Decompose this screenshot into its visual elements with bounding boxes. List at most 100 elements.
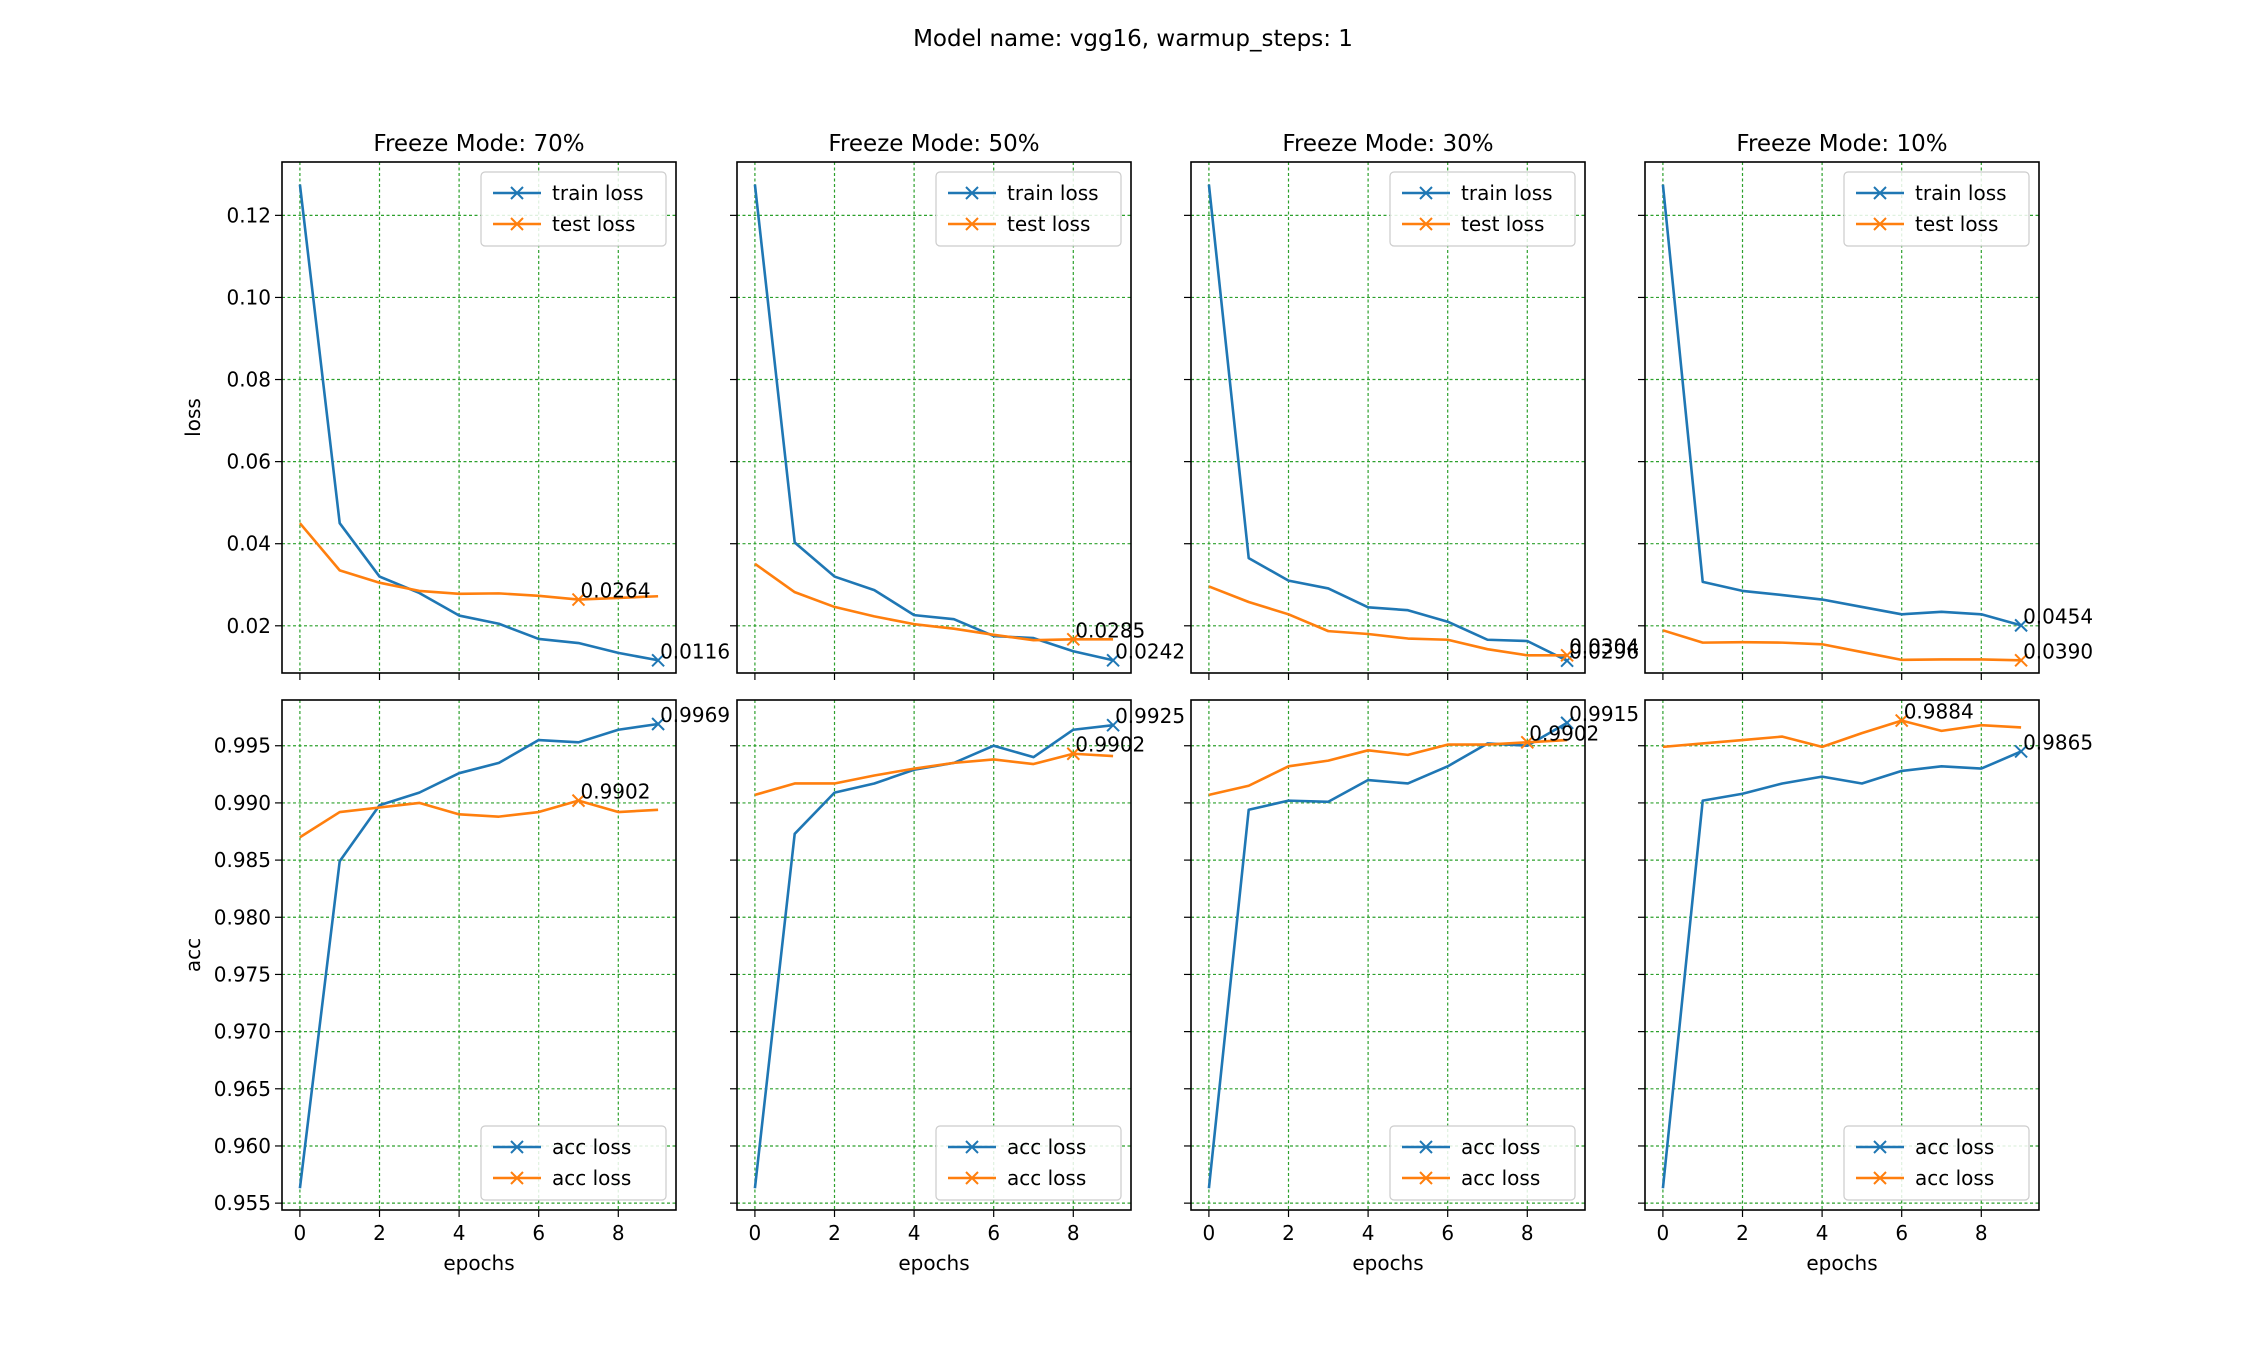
subplot-title: Freeze Mode: 50% xyxy=(828,131,1039,157)
data-annotation: 0.9884 xyxy=(1904,700,1974,724)
series-marker xyxy=(1560,648,1574,663)
legend: train loss test loss xyxy=(935,171,1122,247)
x-tick-label: 0 xyxy=(1203,1221,1216,1245)
series-marker xyxy=(2014,618,2028,633)
legend-box xyxy=(1843,1125,2030,1201)
series-marker xyxy=(1560,716,1574,730)
y-tick-label: 0.980 xyxy=(214,905,271,929)
legend-marker xyxy=(965,186,979,200)
data-annotation: 0.0390 xyxy=(2023,639,2093,663)
x-tick-label: 8 xyxy=(1067,1221,1080,1245)
legend-box xyxy=(480,171,667,247)
series-line-orange xyxy=(754,562,1114,642)
series-marker xyxy=(1560,653,1574,668)
data-annotation: 0.9902 xyxy=(1075,733,1145,757)
legend: acc loss acc loss xyxy=(935,1125,1122,1201)
data-annotation: 0.0116 xyxy=(660,639,730,663)
legend-label: acc loss xyxy=(1007,1135,1086,1159)
legend-label: test loss xyxy=(552,212,635,236)
data-annotation: 0.0454 xyxy=(2023,604,2093,628)
legend-box xyxy=(1389,1125,1576,1201)
x-axis-label: epochs xyxy=(1352,1251,1423,1275)
y-tick-label: 0.960 xyxy=(214,1134,271,1158)
legend-marker xyxy=(1873,1171,1887,1185)
legend: acc loss acc loss xyxy=(1843,1125,2030,1201)
legend: train loss test loss xyxy=(1843,171,2030,247)
legend: acc loss acc loss xyxy=(480,1125,667,1201)
data-annotation: 0.9915 xyxy=(1569,702,1639,726)
y-tick-label: 0.10 xyxy=(226,285,271,309)
legend-label: train loss xyxy=(1915,181,2007,205)
data-annotation: 0.0304 xyxy=(1569,634,1639,658)
legend-box xyxy=(935,1125,1122,1201)
axes-frame xyxy=(281,699,677,1211)
series-marker xyxy=(2014,744,2028,759)
series-marker xyxy=(651,653,665,667)
legend-box xyxy=(1389,171,1576,247)
subplot-acc-1: 0 2 4 6 8 0.955 0.960 0.965 0.970 0.975 0.980 0.985… xyxy=(181,699,730,1275)
y-tick-label: 0.990 xyxy=(214,791,271,815)
axes-frame xyxy=(281,161,677,674)
legend-marker xyxy=(965,1171,979,1185)
series-marker xyxy=(1520,735,1534,750)
legend-marker xyxy=(510,186,524,200)
x-tick-label: 6 xyxy=(1895,1221,1908,1245)
series-marker xyxy=(651,717,665,731)
x-tick-label: 2 xyxy=(828,1221,841,1245)
subplot-acc-2: 0 2 4 6 8 0.9925 0.9902 epochs acc loss acc loss xyxy=(730,699,1185,1275)
axes-frame xyxy=(1190,699,1586,1211)
y-tick-label: 0.02 xyxy=(226,614,271,638)
legend-marker xyxy=(965,1140,979,1154)
subplot-title: Freeze Mode: 70% xyxy=(373,131,584,157)
x-tick-label: 0 xyxy=(749,1221,762,1245)
x-tick-label: 4 xyxy=(453,1221,466,1245)
series-marker xyxy=(2014,653,2028,667)
series-line-blue xyxy=(1207,184,1568,662)
y-tick-label: 0.975 xyxy=(214,962,271,986)
subplot-title: Freeze Mode: 30% xyxy=(1282,131,1493,157)
axes-frame xyxy=(1644,699,2040,1211)
x-axis-label: epochs xyxy=(443,1251,514,1275)
legend-marker xyxy=(1419,1140,1433,1154)
x-tick-label: 6 xyxy=(1441,1221,1454,1245)
series-line-orange xyxy=(1662,719,2022,749)
axes-frame xyxy=(736,161,1132,674)
legend: train loss test loss xyxy=(480,171,667,247)
x-tick-label: 6 xyxy=(532,1221,545,1245)
figure-suptitle: Model name: vgg16, warmup_steps: 1 xyxy=(913,26,1353,52)
legend-marker xyxy=(1873,186,1887,200)
data-annotation: 0.9969 xyxy=(660,703,730,727)
y-tick-label: 0.995 xyxy=(214,734,271,758)
series-line-orange xyxy=(1208,585,1568,657)
legend-box xyxy=(480,1125,667,1201)
y-tick-label: 0.08 xyxy=(226,368,271,392)
legend-marker xyxy=(1419,217,1433,231)
x-tick-label: 4 xyxy=(1362,1221,1375,1245)
x-tick-label: 8 xyxy=(1521,1221,1534,1245)
legend-marker xyxy=(1873,217,1887,231)
subplot-loss-1: 0.02 0.04 0.06 0.08 0.10 0.12 0.0116 0.0264 Free… xyxy=(181,131,730,680)
data-annotation: 0.0285 xyxy=(1075,618,1145,642)
y-tick-label: 0.970 xyxy=(214,1020,271,1044)
series-line-blue xyxy=(753,184,1114,662)
y-tick-label: 0.955 xyxy=(214,1191,271,1215)
x-tick-label: 4 xyxy=(1816,1221,1829,1245)
series-line-blue xyxy=(1661,750,2022,1189)
legend-marker xyxy=(965,217,979,231)
series-marker xyxy=(1894,713,1909,728)
x-tick-label: 2 xyxy=(373,1221,386,1245)
legend-box xyxy=(935,171,1122,247)
y-tick-label: 0.965 xyxy=(214,1077,271,1101)
subplot-title: Freeze Mode: 10% xyxy=(1736,131,1947,157)
legend-label: acc loss xyxy=(552,1166,631,1190)
series-line-orange xyxy=(298,522,659,601)
data-annotation: 0.0242 xyxy=(1115,639,1185,663)
legend-label: acc loss xyxy=(552,1135,631,1159)
legend-label: acc loss xyxy=(1915,1166,1994,1190)
legend-box xyxy=(1843,171,2030,247)
x-axis-label: epochs xyxy=(898,1251,969,1275)
x-tick-label: 2 xyxy=(1282,1221,1295,1245)
